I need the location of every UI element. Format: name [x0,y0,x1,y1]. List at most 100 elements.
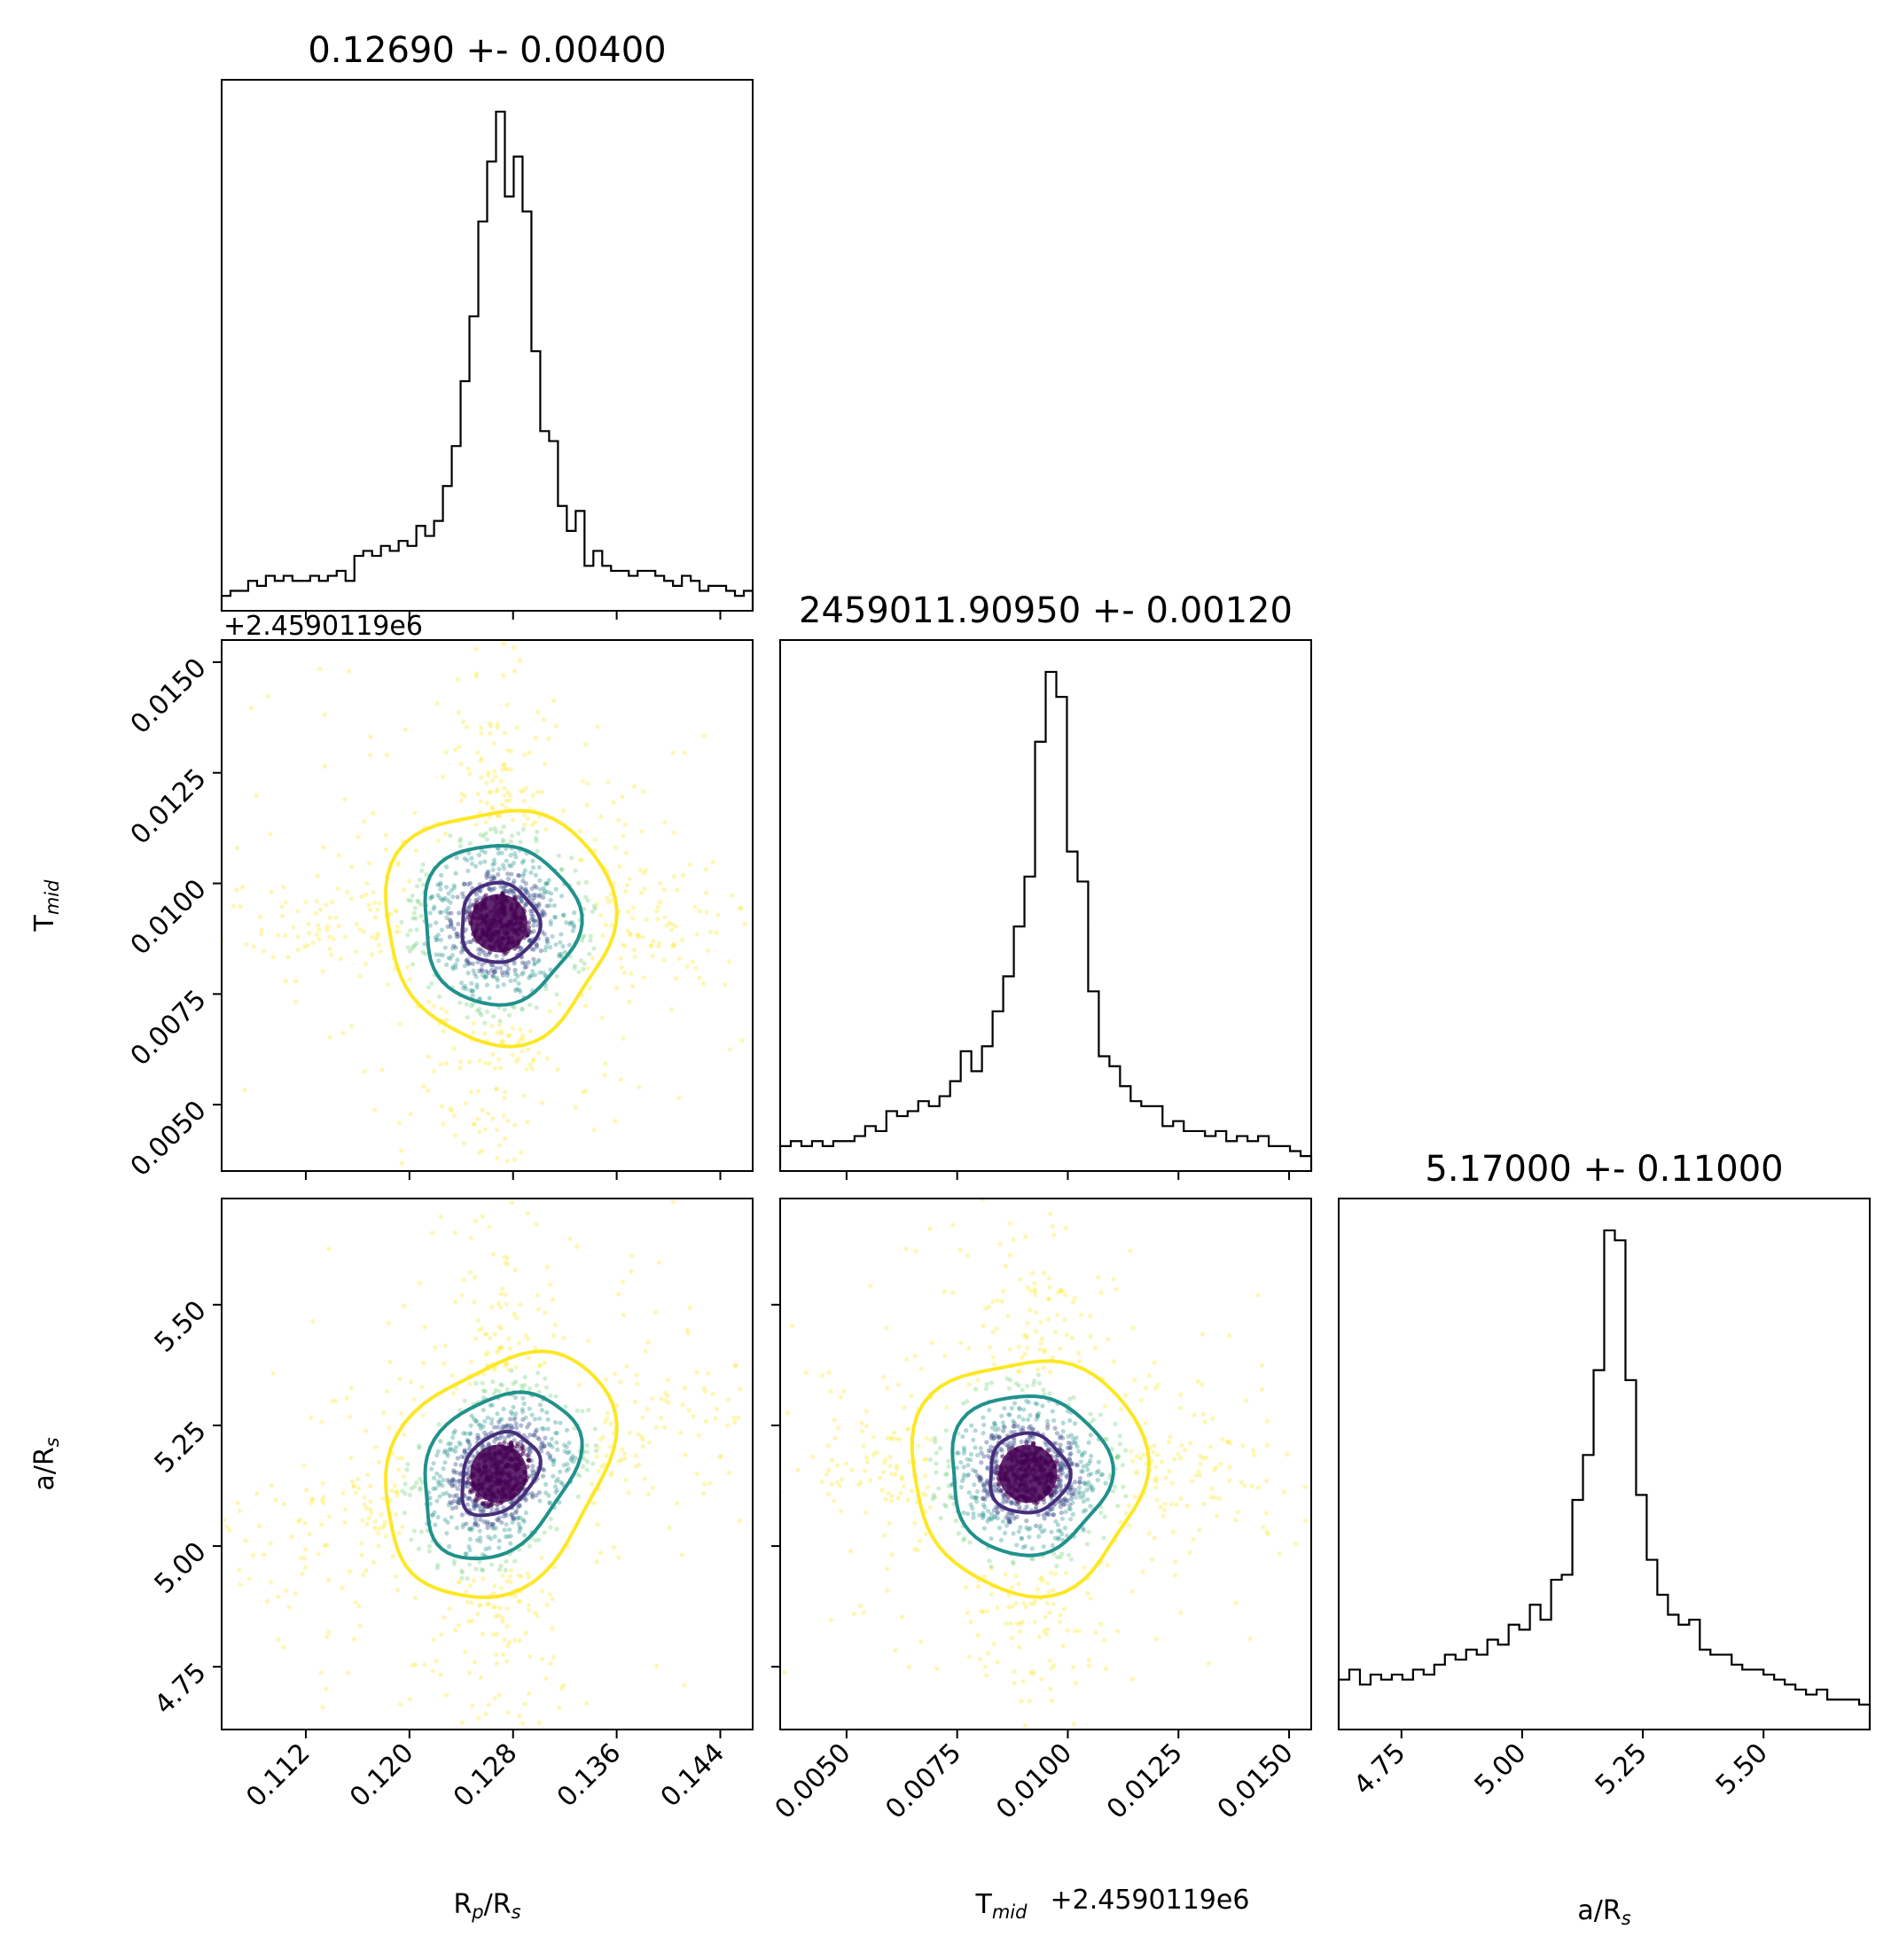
scatter-point [507,1527,512,1533]
scatter-point [1214,1464,1219,1471]
scatter-point [1070,1500,1075,1505]
scatter-point [572,965,577,971]
scatter-point [616,1292,621,1297]
scatter-point [513,1364,519,1370]
scatter-point [282,933,288,938]
scatter-point [468,988,473,993]
scatter-point [819,1373,824,1378]
scatter-point [525,816,531,821]
scatter-point [675,887,680,893]
scatter-point [498,1028,504,1034]
scatter-point [494,1661,499,1667]
scatter-point [512,988,519,994]
scatter-point [504,1579,510,1584]
scatter-point [989,1433,995,1438]
scatter-point [543,880,550,886]
scatter-point [1076,1782,1081,1786]
scatter-point [1281,1489,1287,1495]
x-axis-label-tmid-sub: mid [992,1901,1028,1923]
scatter-point [462,855,467,862]
y-tick-label-ars: 5.00 [149,1536,213,1600]
scatter-point [440,1483,445,1488]
scatter-point [785,1409,791,1416]
scatter-point [325,1578,332,1583]
scatter-point [541,717,547,722]
scatter-point [887,1455,893,1460]
scatter-point [452,747,458,753]
scatter-point [1076,1350,1082,1355]
scatter-point [527,1543,533,1549]
scatter-point [417,1443,422,1449]
scatter-point [978,1446,983,1451]
scatter-point [682,1683,687,1688]
scatter-point [1043,1614,1048,1620]
x-axis-label-ars-base: a/R [1577,1895,1621,1926]
scatter-point [431,1068,437,1074]
scatter-point [968,1619,973,1625]
scatter-point [362,1069,367,1074]
scatter-point [467,910,473,915]
scatter-point [460,985,466,990]
scatter-point [1005,1411,1012,1417]
scatter-point [965,1253,971,1258]
scatter-point [555,1066,560,1072]
scatter-point [603,922,608,927]
scatter-point [509,748,514,754]
scatter-point [477,1011,482,1016]
scatter-point [353,1490,358,1495]
scatter-point [372,1107,378,1113]
scatter-point [473,671,480,676]
scatter-point [1012,1669,1017,1675]
scatter-point [547,1591,553,1597]
scatter-point [682,750,687,755]
scatter-point [576,1382,582,1388]
scatter-point [493,774,498,779]
scatter-point [528,1449,533,1455]
scatter-point [903,1246,909,1252]
scatter-point [529,822,535,828]
scatter-point [586,1407,591,1413]
scatter-point [488,1172,493,1176]
scatter-point [1082,1480,1087,1487]
scatter-point [530,969,535,974]
scatter-point [1005,1443,1011,1449]
scatter-point [1264,1478,1270,1483]
scatter-point [330,1398,335,1403]
scatter-point [446,955,451,961]
scatter-point [832,1417,837,1423]
scatter-point [999,1448,1004,1453]
scatter-point [395,924,400,929]
scatter-point [977,1475,982,1480]
scatter-point [382,1519,387,1525]
scatter-point [504,858,509,863]
scatter-point [1072,1295,1077,1300]
scatter-point [1056,1536,1061,1542]
scatter-point [1195,1378,1200,1384]
scatter-point [420,862,426,867]
scatter-point [503,888,509,894]
scatter-point [963,1585,969,1590]
scatter-point [829,1457,834,1463]
scatter-point [541,910,547,915]
scatter-point [518,1526,523,1532]
scatter-point [453,1445,459,1450]
scatter-point [303,900,309,905]
scatter-point [361,929,367,934]
scatter-point [409,1486,414,1491]
scatter-point [1059,1551,1065,1557]
scatter-point [1024,1332,1029,1339]
scatter-point [1066,1490,1071,1495]
scatter-point [485,1519,490,1525]
scatter-point [471,1578,476,1583]
scatter-point [1212,1495,1217,1501]
scatter-point [580,938,585,943]
scatter-point [454,931,459,936]
scatter-point [445,924,450,929]
scatter-point [490,1116,496,1121]
scatter-point [462,963,467,969]
scatter-point [1227,1478,1232,1483]
scatter-point [1227,1464,1232,1470]
scatter-point [859,1420,864,1425]
scatter-point [504,1261,510,1267]
scatter-point [589,1328,593,1332]
